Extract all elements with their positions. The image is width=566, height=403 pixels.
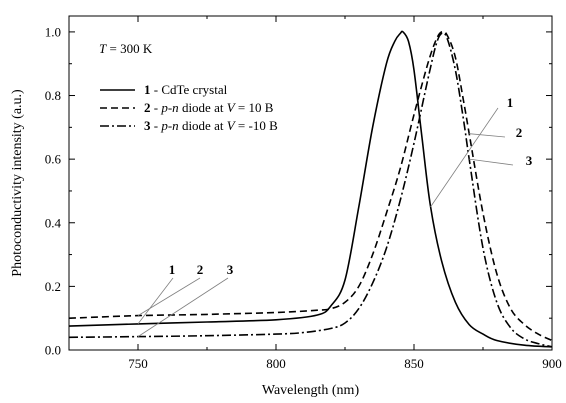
leader-line-1	[137, 277, 174, 325]
legend-entry-3: 3 - p-n diode at V = -10 B	[144, 118, 278, 133]
legend-text-ital2: V	[227, 118, 237, 133]
x-axis-title: Wavelength (nm)	[262, 383, 360, 398]
legend-text-post: = 10 B	[235, 100, 274, 115]
leader-line-2	[137, 277, 201, 316]
y-tick-label: 0.4	[45, 215, 62, 230]
leader-line-4	[430, 107, 499, 208]
temperature-annotation: T = 300 K	[99, 41, 153, 56]
series-line-2	[68, 30, 553, 342]
legend-text-num: 2	[144, 100, 151, 115]
curve-label-3: 3	[526, 153, 533, 168]
series-group	[68, 30, 553, 348]
x-tick-label: 900	[542, 356, 562, 371]
legend-entry-1: 1 - CdTe crystal	[144, 82, 228, 97]
legend-text-pre: -	[151, 118, 162, 133]
series-line-3	[68, 32, 553, 348]
series-line-1	[68, 30, 553, 348]
y-tick-label: 0.6	[45, 152, 62, 167]
x-tick-label: 750	[128, 356, 148, 371]
legend-entry-2: 2 - p-n diode at V = 10 B	[144, 100, 274, 115]
leader-line-3	[137, 277, 229, 337]
legend-text-ital1: p-n	[160, 100, 178, 115]
y-tick-label: 0.0	[45, 343, 61, 358]
curve-label-1: 1	[507, 95, 514, 110]
y-tick-label: 0.8	[45, 88, 61, 103]
temperature-symbol: T	[99, 41, 107, 56]
curve-label-2: 2	[197, 262, 204, 277]
temperature-value: = 300 K	[106, 41, 153, 56]
legend-text-mid: diode at	[179, 100, 227, 115]
curve-label-3: 3	[227, 262, 234, 277]
x-tick-label: 800	[266, 356, 286, 371]
y-axis-ticks: 0.0 0.2 0.4 0.6 0.8 1.0	[45, 24, 552, 358]
plot-area-frame	[68, 15, 553, 351]
y-tick-label: 0.2	[45, 279, 61, 294]
leader-line-6	[469, 158, 514, 166]
label-leaders	[137, 107, 514, 337]
legend-text-post: = -10 B	[235, 118, 278, 133]
curve-label-2: 2	[516, 125, 523, 140]
legend-text-pre: - CdTe crystal	[151, 82, 228, 97]
curve-label-1: 1	[169, 262, 176, 277]
legend-text-mid: diode at	[179, 118, 227, 133]
y-tick-label: 1.0	[45, 24, 61, 39]
y-axis-title: Photoconductivity intensity (a.u.)	[10, 89, 25, 277]
x-tick-label: 850	[404, 356, 424, 371]
legend-text-ital1: p-n	[160, 118, 178, 133]
leader-line-5	[469, 133, 506, 138]
legend-text-pre: -	[151, 100, 162, 115]
legend-text-ital2: V	[227, 100, 237, 115]
legend-text-num: 1	[144, 82, 151, 97]
legend-text-num: 3	[144, 118, 151, 133]
x-axis-ticks: 750 800 850 900	[68, 16, 562, 371]
